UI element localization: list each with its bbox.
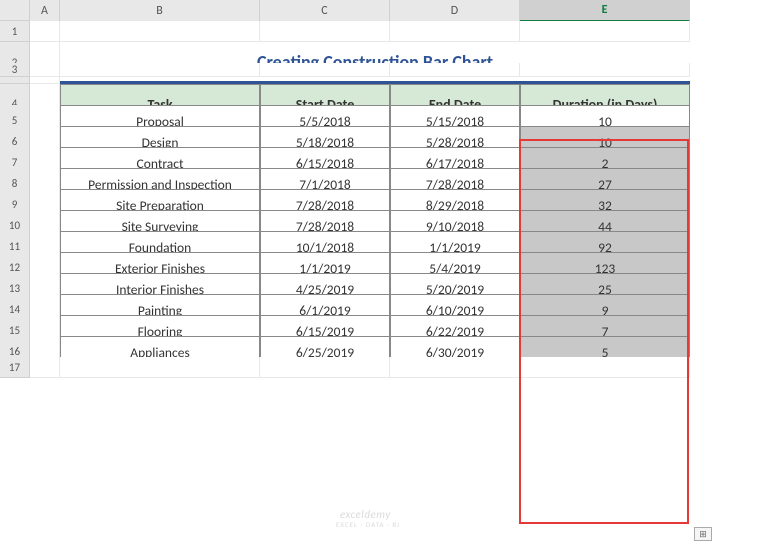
cell-d3[interactable]: [390, 63, 520, 77]
cell-b1[interactable]: [60, 21, 260, 42]
cell-c3[interactable]: [260, 63, 390, 77]
cell-d1[interactable]: [390, 21, 520, 42]
watermark-sub: EXCEL · DATA · BI: [336, 520, 400, 529]
cell-a17[interactable]: [30, 357, 60, 378]
col-header-e[interactable]: E: [520, 0, 690, 22]
col-header-a[interactable]: A: [30, 0, 60, 22]
row-header-3[interactable]: 3: [0, 63, 30, 77]
cell-a3[interactable]: [30, 63, 60, 77]
corner-cell[interactable]: [0, 0, 30, 21]
autofill-options-icon[interactable]: ⊞: [694, 527, 712, 541]
cell-a1[interactable]: [30, 21, 60, 42]
cell-d17[interactable]: [390, 357, 520, 378]
cell-b17[interactable]: [60, 357, 260, 378]
cell-c17[interactable]: [260, 357, 390, 378]
cell-c1[interactable]: [260, 21, 390, 42]
cell-e3[interactable]: [520, 63, 690, 77]
cell-e1[interactable]: [520, 21, 690, 42]
row-header-1[interactable]: 1: [0, 21, 30, 42]
col-header-d[interactable]: D: [390, 0, 520, 22]
cell-b3[interactable]: [60, 63, 260, 77]
spreadsheet-grid: A B C D E 1 2 Creating Construction Bar …: [0, 0, 767, 378]
col-header-b[interactable]: B: [60, 0, 260, 22]
row-header-17[interactable]: 17: [0, 357, 30, 378]
cell-e17[interactable]: [520, 357, 690, 378]
col-header-c[interactable]: C: [260, 0, 390, 22]
